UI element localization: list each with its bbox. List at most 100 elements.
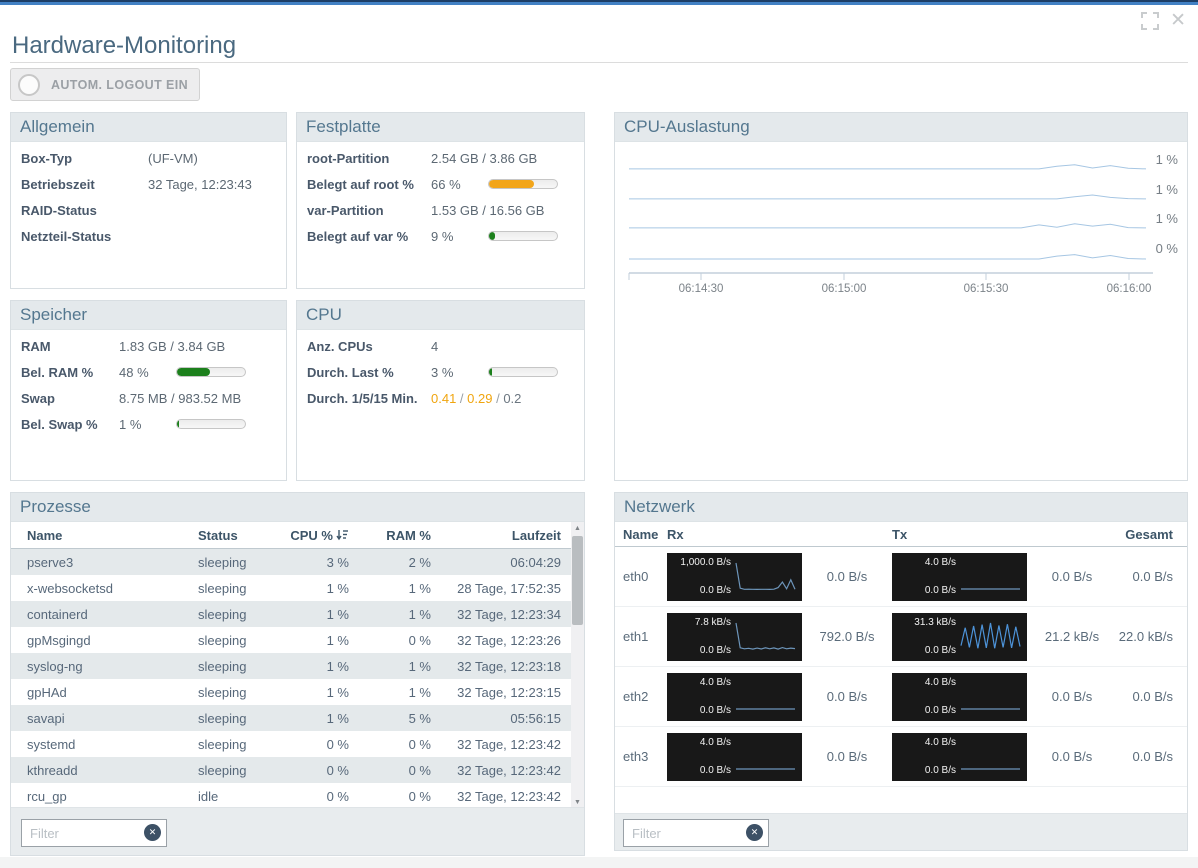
rx-chart: 1,000.0 B/s 0.0 B/s [667,552,802,601]
process-ram: 1 % [408,580,431,596]
panel-title: Allgemein [11,113,286,142]
cpu-current-percent-label: 0 % [1156,241,1179,256]
info-label: RAM [21,338,51,354]
process-status: sleeping [198,658,247,674]
cpu-usage-chart: 1 % 1 % 1 % 0 % 06:14:30 06:15:00 06:15:30 06:1… [628,152,1179,295]
scrollbar-thumb[interactable] [572,536,583,625]
process-ram: 1 % [408,658,431,674]
column-header-tx: Tx [892,526,908,542]
scroll-down-icon[interactable]: ▼ [574,799,581,806]
max-scale-label: 31.3 kB/s [914,616,956,628]
process-cpu: 1 % [326,580,349,596]
traffic-sparkline [735,622,796,650]
process-name: x-websocketsd [27,580,113,596]
panel-netzwerk: Netzwerk Name Rx Tx Gesamt eth0 1,000.0 B… [614,492,1188,851]
process-row: pserve3 sleeping 3 % 2 % 06:04:29 [11,549,571,575]
close-icon[interactable]: ✕ [1170,10,1186,31]
min-scale-label: 0.0 B/s [924,584,956,596]
panel-title: Prozesse [11,493,584,522]
window-bottom-strip [0,857,1198,868]
info-label: Bel. Swap % [21,416,98,432]
info-value: 1.83 GB / 3.84 GB [119,338,226,354]
process-filter-input[interactable] [21,819,167,847]
process-row: gpMsgingd sleeping 1 % 0 % 32 Tage, 12:23:26 [11,627,571,653]
traffic-sparkline [736,707,795,710]
traffic-sparkline [961,767,1020,770]
process-cpu: 0 % [326,788,349,804]
network-interface-row: eth2 4.0 B/s 0.0 B/s 0.0 B/s 4.0 B/s 0.0 B/s 0… [615,667,1187,727]
auto-logout-toggle[interactable]: AUTOM. LOGOUT EIN [10,68,200,101]
network-table-header: Name Rx Tx Gesamt [615,522,1187,547]
x-axis-tick-label: 06:16:00 [1107,283,1152,295]
info-row: RAM 1.83 GB / 3.84 GB [11,333,286,359]
clear-filter-icon[interactable]: ✕ [144,824,161,841]
info-value: 1 % [119,416,142,432]
title-divider [10,62,1188,63]
process-ram: 5 % [408,710,431,726]
min-scale-label: 0.0 B/s [699,644,731,656]
process-cpu: 0 % [326,762,349,778]
filter-field: ✕ [21,819,167,847]
column-header-status[interactable]: Status [198,527,238,543]
column-header-name[interactable]: Name [27,527,63,543]
process-runtime: 06:04:29 [510,554,561,570]
max-scale-label: 4.0 B/s [699,736,731,748]
process-runtime: 32 Tage, 12:23:42 [457,762,561,778]
process-cpu: 1 % [326,632,349,648]
process-name: gpMsgingd [27,632,91,648]
info-row: Box-Typ (UF-VM) [11,145,286,171]
sorted-column[interactable]: CPU % [285,528,349,543]
column-header-cpu[interactable]: CPU % [285,528,349,543]
tx-current-value: 0.0 B/s [1051,689,1093,704]
column-header-laufzeit[interactable]: Laufzeit [511,527,561,543]
interface-name: eth2 [623,689,649,704]
process-runtime: 32 Tage, 12:23:34 [457,606,561,622]
panel-title: Speicher [11,301,286,330]
network-filter-input[interactable] [623,819,769,847]
column-header-ram[interactable]: RAM % [386,527,431,543]
panel-title: CPU [297,301,584,330]
process-table-scrollbar[interactable]: ▲ ▼ [571,522,584,809]
x-axis-tick-label: 06:15:00 [822,283,867,295]
process-runtime: 32 Tage, 12:23:26 [457,632,561,648]
progress-fill [177,420,180,428]
cpu-usage-line-cpu3 [629,223,1147,229]
process-status: sleeping [198,684,247,700]
column-header-rx: Rx [667,526,684,542]
panel-cpu-auslastung: CPU-Auslastung 1 % 1 % 1 % 0 % 06:14:30 06:15… [614,112,1188,481]
process-row: savapi sleeping 1 % 5 % 05:56:15 [11,705,571,731]
process-ram: 0 % [408,788,431,804]
info-value: (UF-VM) [148,150,198,166]
page-title: Hardware-Monitoring [12,32,237,59]
info-row: RAID-Status [11,197,286,223]
info-row: var-Partition 1.53 GB / 16.56 GB [297,197,584,223]
panel-title: Festplatte [297,113,584,142]
rx-chart: 4.0 B/s 0.0 B/s [667,672,802,721]
network-filter-bar: ✕ [615,813,1187,850]
progress-bar [176,367,246,377]
min-scale-label: 0.0 B/s [924,644,956,656]
process-runtime: 32 Tage, 12:23:18 [457,658,561,674]
panel-title: Netzwerk [615,493,1187,522]
clear-filter-icon[interactable]: ✕ [746,824,763,841]
process-status: sleeping [198,554,247,570]
info-row: Bel. Swap % 1 % [11,411,286,437]
process-ram: 0 % [408,762,431,778]
process-ram: 0 % [408,632,431,648]
min-scale-label: 0.0 B/s [924,704,956,716]
toggle-knob-icon[interactable] [18,73,40,96]
process-runtime: 05:56:15 [510,710,561,726]
traffic-sparkline [736,767,795,770]
process-row: containerd sleeping 1 % 1 % 32 Tage, 12:23:3… [11,601,571,627]
progress-bar [176,419,246,429]
process-row: x-websocketsd sleeping 1 % 1 % 28 Tage, 17:5… [11,575,571,601]
info-row: Durch. 1/5/15 Min. 0.41 / 0.29 / 0.2 [297,385,584,411]
info-value: 32 Tage, 12:23:43 [148,176,252,192]
scroll-up-icon[interactable]: ▲ [574,525,581,532]
process-status: idle [198,788,219,804]
rx-chart: 7.8 kB/s 0.0 B/s [667,612,802,661]
info-row: root-Partition 2.54 GB / 3.86 GB [297,145,584,171]
info-row: Belegt auf var % 9 % [297,223,584,249]
min-scale-label: 0.0 B/s [924,764,956,776]
fullscreen-icon[interactable] [1141,12,1160,30]
